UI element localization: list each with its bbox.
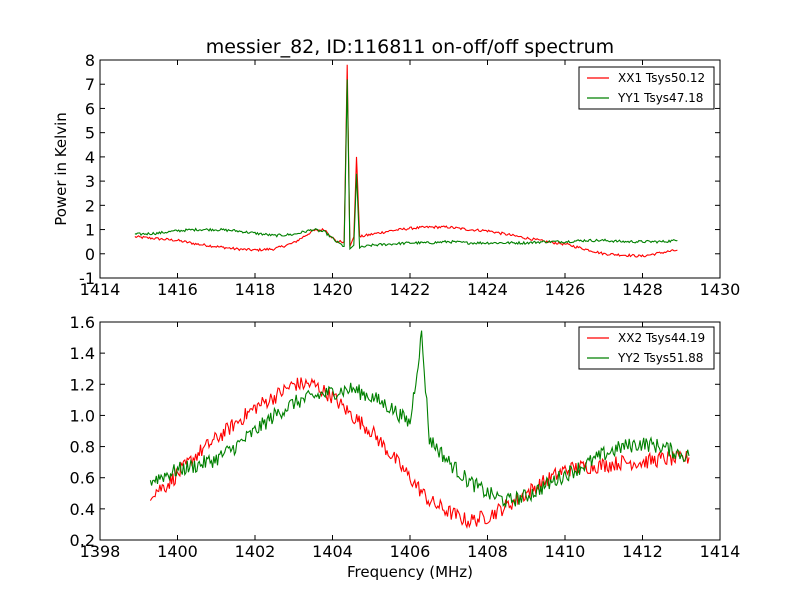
y-tick-label: 1.6: [70, 313, 95, 332]
y-tick-label: 1.0: [70, 406, 95, 425]
x-tick-label: 1402: [235, 542, 276, 561]
x-tick-label: 1420: [312, 280, 353, 299]
y-tick-label: 8: [85, 51, 95, 70]
legend-label-1: XX2 Tsys44.19: [618, 331, 705, 345]
legend-box: [578, 326, 715, 370]
y-tick-label: 0: [85, 245, 95, 264]
x-tick-label: 1400: [157, 542, 198, 561]
series-line-2: [149, 330, 690, 509]
x-tick-label: 1414: [80, 280, 121, 299]
legend-label-1: XX1 Tsys50.12: [618, 71, 705, 85]
y-tick-label: 1.4: [70, 344, 95, 363]
y-tick-label: 1.2: [70, 375, 95, 394]
y-tick-label: 1: [85, 221, 95, 240]
y-axis-label: Power in Kelvin: [52, 112, 70, 226]
x-tick-label: 1412: [622, 542, 663, 561]
ticks-layer: 1398 1400 1402 1404 1406 1408 1410 1412 1414 0.2 0…: [70, 313, 741, 561]
x-tick-label: 1424: [467, 280, 508, 299]
chart-title: messier_82, ID:116811 on-off/off spectru…: [206, 36, 614, 58]
bottom-spectrum-chart: Frequency (MHz) 1398 1400 1402 1404 1406 1408…: [70, 313, 741, 581]
x-tick-label: 1428: [622, 280, 663, 299]
series-layer: [134, 64, 678, 258]
series-line-2: [134, 79, 678, 251]
y-tick-label: -1: [79, 269, 95, 288]
x-tick-label: 1410: [545, 542, 586, 561]
x-tick-label: 1426: [545, 280, 586, 299]
x-axis-label: Frequency (MHz): [347, 563, 473, 581]
legend-label-2: YY1 Tsys47.18: [617, 91, 703, 105]
legend-label-2: YY2 Tsys51.88: [617, 351, 703, 365]
y-tick-label: 3: [85, 172, 95, 191]
legend: XX2 Tsys44.19 YY2 Tsys51.88: [578, 326, 715, 370]
top-spectrum-chart: messier_82, ID:116811 on-off/off spectru…: [52, 36, 740, 299]
y-tick-label: 6: [85, 99, 95, 118]
y-tick-label: 4: [85, 148, 95, 167]
series-layer: [149, 330, 690, 530]
x-tick-label: 1430: [700, 280, 741, 299]
legend: XX1 Tsys50.12 YY1 Tsys47.18: [578, 66, 715, 110]
y-tick-label: 7: [85, 75, 95, 94]
x-tick-label: 1404: [312, 542, 353, 561]
legend-box: [578, 66, 715, 110]
x-tick-label: 1406: [390, 542, 431, 561]
x-tick-label: 1398: [80, 542, 121, 561]
y-tick-label: 0.2: [70, 531, 95, 550]
x-tick-label: 1408: [467, 542, 508, 561]
y-tick-label: 2: [85, 196, 95, 215]
x-tick-label: 1414: [700, 542, 741, 561]
x-tick-label: 1416: [157, 280, 198, 299]
ticks-layer: 1414 1416 1418 1420 1422 1424 1426 1428 1430-101…: [79, 51, 740, 299]
y-tick-label: 0.8: [70, 438, 95, 457]
y-tick-label: 0.6: [70, 469, 95, 488]
x-tick-label: 1422: [390, 280, 431, 299]
y-tick-label: 5: [85, 124, 95, 143]
x-tick-label: 1418: [235, 280, 276, 299]
series-line-1: [134, 64, 678, 258]
series-line-1: [149, 377, 690, 530]
y-tick-label: 0.4: [70, 500, 95, 519]
